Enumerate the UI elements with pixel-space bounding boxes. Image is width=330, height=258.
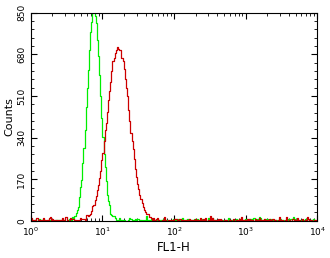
X-axis label: FL1-H: FL1-H <box>157 241 191 254</box>
Y-axis label: Counts: Counts <box>4 97 14 136</box>
